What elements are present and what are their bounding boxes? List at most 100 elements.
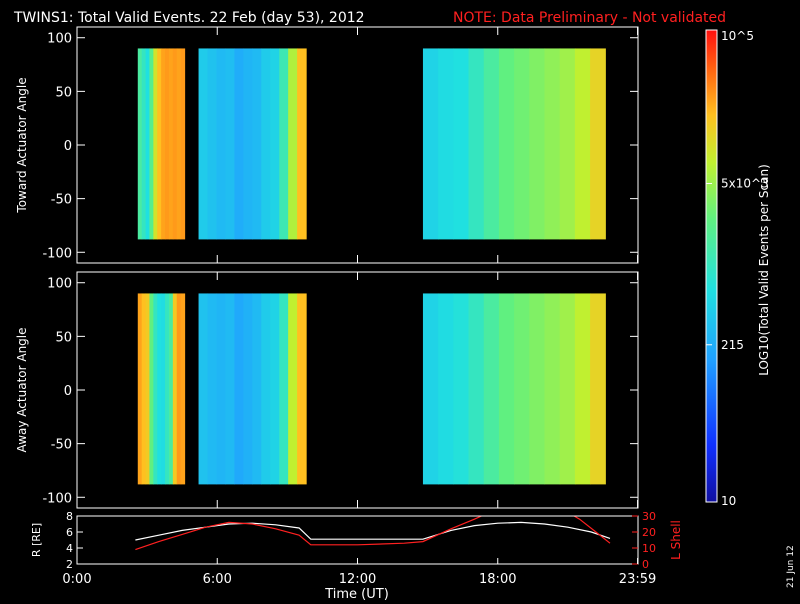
heatmap-cell [468,293,485,485]
colorbar-tick-label: 5x10^3 [721,177,769,191]
heatmap-cell [157,48,162,240]
data-segment-1 [198,48,307,240]
y-tick-label: 2 [66,558,73,571]
x-axis-ticks: 0:00 6:00 12:00 18:00 23:59 [62,572,656,587]
colorbar-gradient [705,29,718,503]
heatmap-cell [180,293,186,485]
x-tick-label: 0:00 [62,572,91,587]
heatmap-cell [207,293,218,485]
heatmap-cell [261,48,271,240]
y-axis-label: Toward Actuator Angle [15,77,29,213]
toward-panel: 100 50 0 -50 -100 Toward Actuator Angle [15,26,639,264]
heatmap-cell [529,293,546,485]
heatmap-cell [225,48,235,240]
heatmap-cell [141,293,147,485]
heatmap-cell [422,293,439,485]
heatmap-cell [453,48,470,240]
heatmap-cell [165,48,170,240]
heatmap-cell [153,48,158,240]
heatmap-cell [559,293,576,485]
y2-axis-label: L Shell [669,520,683,560]
heatmap-cell [252,48,262,240]
heatmap-cell [234,293,244,485]
heatmap-cell [261,293,271,485]
heatmap-cell [483,293,500,485]
heatmap-cell [270,293,280,485]
data-segment-2 [422,293,606,485]
heatmap-cell [216,293,227,485]
data-segment-0 [137,293,186,485]
heatmap-cell [483,48,500,240]
heatmap-cell [422,48,439,240]
heatmap-cell [252,293,262,485]
heatmap-cell [165,293,170,485]
data-segment-0 [137,48,186,240]
heatmap-cell [574,48,591,240]
heatmap-cell [270,48,280,240]
heatmap-cell [438,48,454,240]
heatmap-cell [453,293,470,485]
heatmap-cell [198,293,209,485]
colorbar-label: LOG10(Total Valid Events per Scan) [757,164,771,376]
heatmap-cell [574,293,591,485]
heatmap-cell [157,293,162,485]
heatmap-cell [141,48,147,240]
heatmap-cell [590,293,606,485]
x-tick-label: 6:00 [203,572,232,587]
heatmap-cell [279,293,289,485]
heatmap-cell [514,48,530,240]
heatmap-cell [279,48,289,240]
heatmap-cell [161,293,166,485]
heatmap-cell [544,48,561,240]
heatmap-cell [234,48,244,240]
x-tick-label: 18:00 [479,572,516,587]
y-tick-label: -100 [42,246,72,261]
heatmap-cell [288,293,298,485]
heatmap-cell [559,48,576,240]
heatmap-cell [514,293,530,485]
y2-tick-label: 0 [642,558,649,571]
x-tick-label: 12:00 [339,572,376,587]
y2-tick-label: 30 [642,510,656,523]
colorbar-tick-label: 10^5 [721,29,754,43]
heatmap-cell [243,293,253,485]
y-tick-label: -50 [51,193,72,208]
heatmap-cell [198,48,209,240]
y-tick-label: 0 [64,384,72,399]
heatmap-cell [153,293,158,485]
y-axis-label: R [RE] [30,523,43,557]
y-tick-label: 0 [64,139,72,154]
heatmap-cell [137,293,143,485]
heatmap-cell [149,48,154,240]
heatmap-cell [288,48,298,240]
y-tick-label: 100 [47,277,72,292]
y-tick-label: 50 [55,330,72,345]
orbit-panel: 2 4 6 8 0 10 20 30 R [RE] L Shell [30,510,683,571]
colorbar-tick-label: 10 [721,494,736,508]
chart-title: TWINS1: Total Valid Events. 22 Feb (day … [13,10,365,26]
y-tick-label: 50 [55,85,72,100]
y2-tick-label: 10 [642,542,656,555]
y-tick-label: 100 [47,32,72,47]
heatmap-cell [161,48,166,240]
heatmap-cell [176,293,182,485]
radius-line [135,521,611,541]
colorbar-tick-label: 215 [721,338,744,352]
heatmap-cell [438,293,454,485]
x-tick-label: 23:59 [619,572,656,587]
away-panel: 100 50 0 -50 -100 Away Actuator Angle [15,271,639,509]
heatmap-cell [225,293,235,485]
heatmap-cell [498,293,515,485]
x-axis-label: Time (UT) [324,587,389,600]
heatmap-cell [149,293,154,485]
heatmap-cell [137,48,143,240]
colorbar: 10 215 5x10^3 10^5 LOG10(Total Valid Events… [705,29,771,508]
heatmap-cell [590,48,606,240]
heatmap-cell [243,48,253,240]
heatmap-cell [216,48,227,240]
preliminary-note: NOTE: Data Preliminary - Not validated [453,10,726,26]
colorbar-ticks: 10 215 5x10^3 10^5 [706,29,769,508]
data-segment-2 [422,48,606,240]
